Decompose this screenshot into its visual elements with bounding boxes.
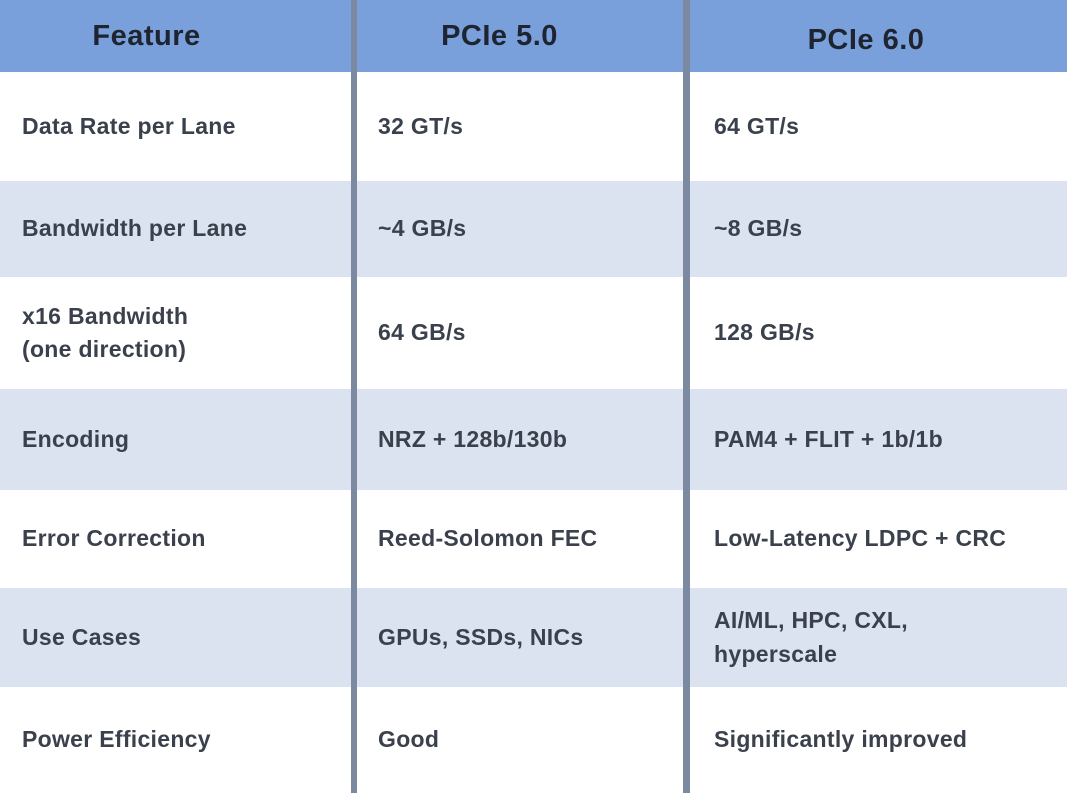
table-row-use-cases: Use Cases GPUs, SSDs, NICs AI/ML, HPC, C…	[0, 588, 1067, 687]
pcie6-value: 64 GT/s	[714, 112, 800, 139]
pcie6-value: Low-Latency LDPC + CRC	[714, 525, 1007, 552]
column-divider-right	[683, 0, 690, 793]
pcie6-value: Significantly improved	[714, 726, 968, 753]
pcie5-value: Good	[378, 726, 440, 753]
pcie6-value: 128 GB/s	[714, 319, 815, 346]
pcie5-value: Reed-Solomon FEC	[378, 525, 598, 552]
pcie5-value: 32 GT/s	[378, 112, 464, 139]
table-row-error-correction: Error Correction Reed-Solomon FEC Low-La…	[0, 490, 1067, 588]
feature-label: x16 Bandwidth (one direction)	[22, 302, 189, 362]
table-row-encoding: Encoding NRZ + 128b/130b PAM4 + FLIT + 1…	[0, 389, 1067, 490]
table-row-bandwidth-per-lane: Bandwidth per Lane ~4 GB/s ~8 GB/s	[0, 181, 1067, 277]
table-header-row: Feature PCIe 5.0 PCIe 6.0	[0, 0, 1067, 72]
header-pcie5: PCIe 5.0	[441, 19, 558, 52]
table-row-x16-bandwidth: x16 Bandwidth (one direction) 64 GB/s 12…	[0, 277, 1067, 389]
pcie6-value: ~8 GB/s	[714, 215, 803, 242]
feature-label: Error Correction	[22, 525, 206, 552]
pcie6-value: AI/ML, HPC, CXL, hyperscale	[714, 607, 908, 667]
pcie5-value: NRZ + 128b/130b	[378, 425, 568, 452]
pcie5-value: ~4 GB/s	[378, 215, 467, 242]
column-divider-left	[351, 0, 357, 793]
feature-label: Encoding	[22, 425, 130, 452]
table-row-power-efficiency: Power Efficiency Good Significantly impr…	[0, 687, 1067, 793]
feature-label: Power Efficiency	[22, 726, 211, 753]
feature-label: Data Rate per Lane	[22, 112, 236, 139]
pcie5-value: GPUs, SSDs, NICs	[378, 623, 584, 650]
header-feature: Feature	[92, 19, 201, 52]
feature-label: Bandwidth per Lane	[22, 215, 248, 242]
table-row-data-rate: Data Rate per Lane 32 GT/s 64 GT/s	[0, 72, 1067, 181]
pcie5-value: 64 GB/s	[378, 319, 466, 346]
header-pcie6: PCIe 6.0	[807, 24, 925, 57]
pcie6-value: PAM4 + FLIT + 1b/1b	[714, 425, 943, 452]
feature-label: Use Cases	[22, 623, 142, 650]
